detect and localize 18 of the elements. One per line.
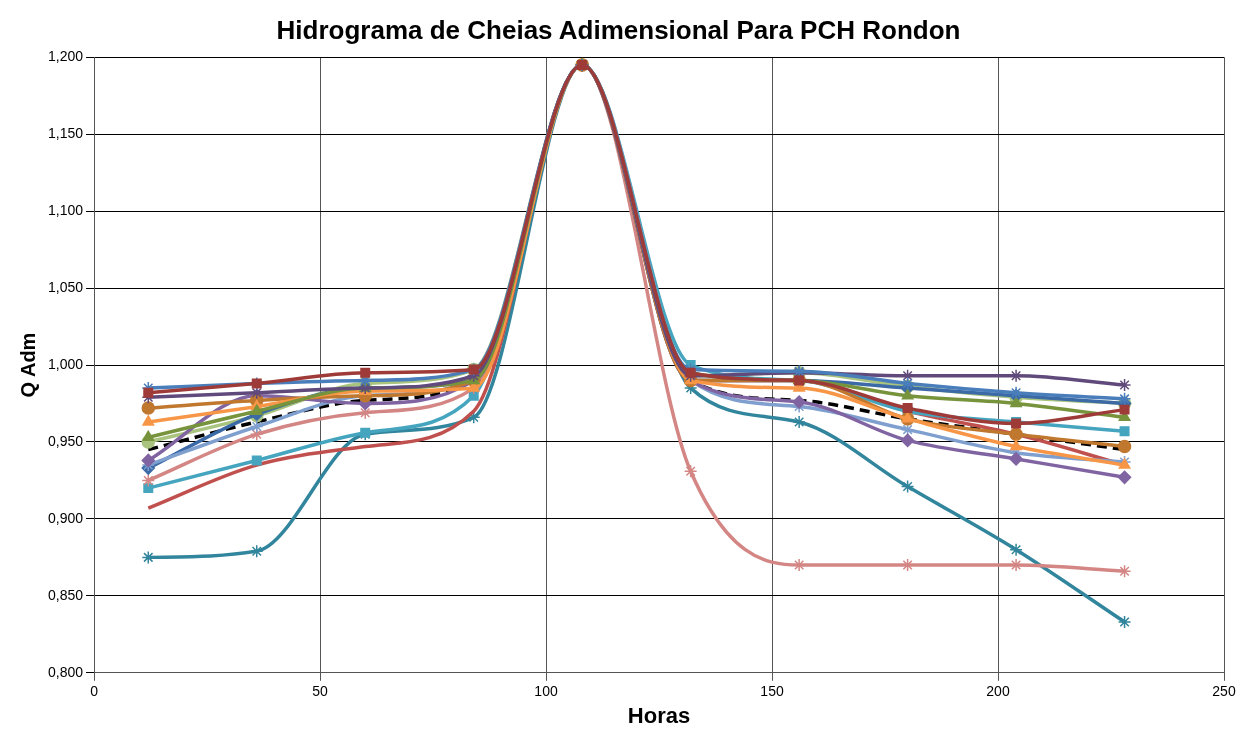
x-tick-label: 150 <box>760 683 784 700</box>
chart-title: Hidrograma de Cheias Adimensional Para PCH Rondon <box>276 14 961 45</box>
x-tick-label: 250 <box>1212 683 1236 700</box>
y-tick-label: 0,950 <box>47 432 84 449</box>
y-axis-title: Q Adm <box>16 332 39 398</box>
y-tick-label: 1,200 <box>47 48 84 65</box>
x-tick-label: 0 <box>90 683 99 700</box>
y-tick-label: 1,100 <box>47 201 84 218</box>
y-tick-label: 0,800 <box>47 663 84 680</box>
x-axis-title: Horas <box>627 702 691 728</box>
y-tick-label: 0,850 <box>47 586 84 603</box>
x-tick-label: 100 <box>534 683 558 700</box>
y-tick-label: 1,000 <box>47 355 84 372</box>
y-tick-label: 1,150 <box>47 125 84 142</box>
y-tick-label: 1,050 <box>47 278 84 295</box>
x-tick-label: 50 <box>312 683 329 700</box>
x-tick-label: 200 <box>986 683 1010 700</box>
y-tick-label: 0,900 <box>47 509 84 526</box>
